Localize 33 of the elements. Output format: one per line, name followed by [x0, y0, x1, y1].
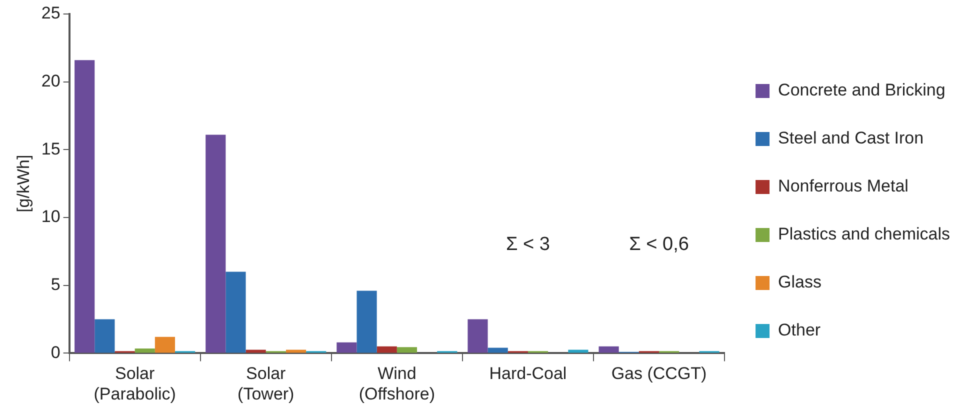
bar [468, 319, 488, 353]
legend-label: Steel and Cast Iron [778, 128, 924, 148]
bar [396, 347, 418, 353]
annotation: Σ < 3 [506, 234, 550, 255]
bar [94, 319, 115, 353]
bar [226, 272, 246, 353]
y-tick-label: 15 [41, 139, 60, 158]
bar [74, 60, 95, 353]
bar [206, 134, 226, 353]
x-tick-label: Solar (Parabolic) [94, 364, 176, 404]
y-tick-label: 5 [50, 275, 60, 294]
y-tick-label: 20 [41, 72, 60, 91]
y-tick-label: 0 [50, 342, 60, 362]
x-tick-label: Wind (Offshore) [358, 364, 436, 404]
y-tick-label: 25 [41, 4, 60, 23]
bar [598, 346, 619, 353]
y-axis-title: [g/kWh] [14, 154, 33, 212]
bar [356, 290, 377, 353]
legend-label: Other [778, 320, 821, 340]
bar [336, 342, 357, 353]
bar [488, 348, 508, 353]
x-tick-label: Gas (CCGT) [611, 364, 707, 384]
legend-label: Glass [778, 272, 822, 292]
annotation: Σ < 0,6 [629, 234, 689, 255]
y-tick-label: 10 [41, 207, 60, 226]
bar [134, 348, 155, 353]
x-tick-label: Hard-Coal [489, 364, 567, 384]
legend-label: Nonferrous Metal [778, 176, 908, 196]
legend-label: Plastics and chemicals [778, 224, 950, 244]
bar [154, 336, 176, 353]
legend-label: Concrete and Bricking [778, 80, 946, 100]
bar [376, 346, 397, 353]
x-tick-label: Solar (Tower) [238, 364, 294, 404]
